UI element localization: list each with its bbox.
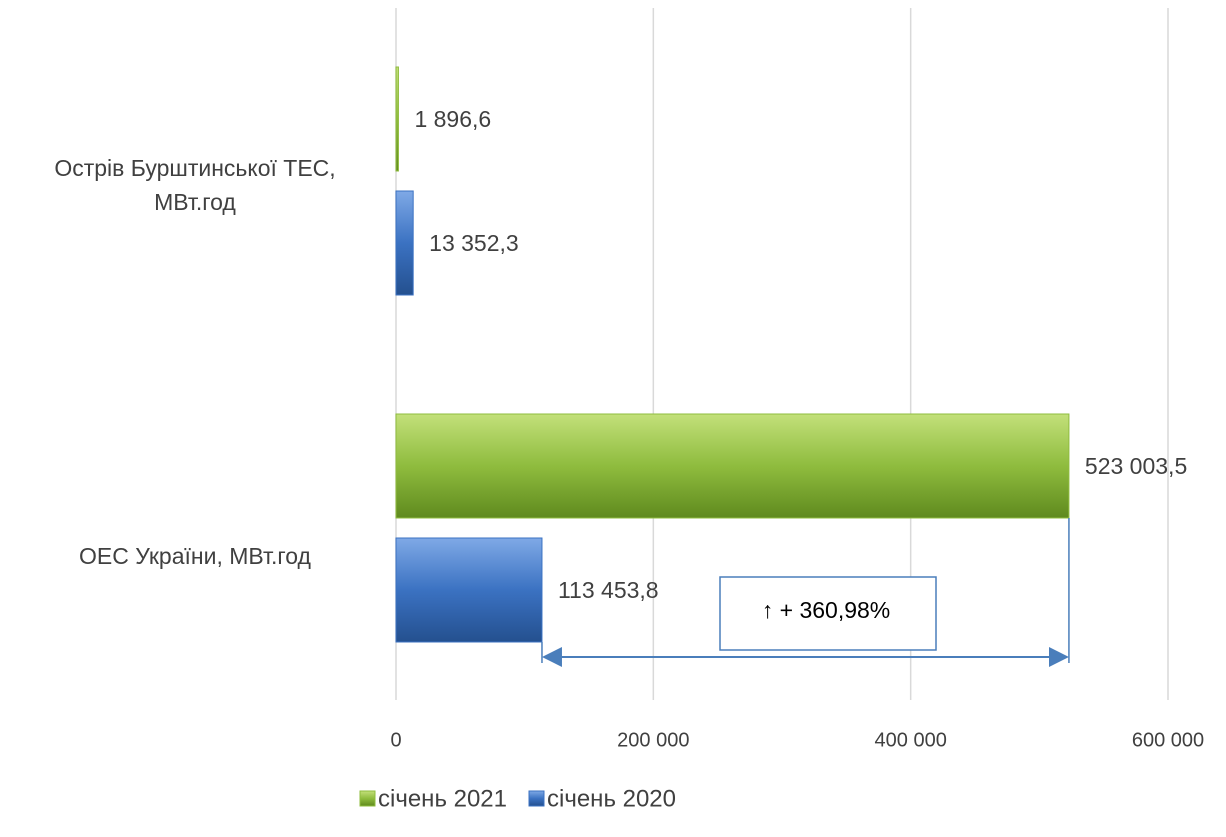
x-tick-label: 0 bbox=[390, 729, 401, 751]
bar bbox=[395, 190, 414, 296]
x-tick-label: 400 000 bbox=[875, 729, 947, 751]
value-label: 13 352,3 bbox=[429, 230, 519, 256]
value-label: 523 003,5 bbox=[1085, 453, 1187, 479]
value-label: 1 896,6 bbox=[414, 106, 491, 132]
legend-swatch bbox=[359, 790, 376, 807]
legend-label: січень 2020 bbox=[547, 785, 676, 812]
bar bbox=[395, 537, 543, 643]
legend-swatch bbox=[528, 790, 545, 807]
value-label: 113 453,8 bbox=[558, 577, 659, 603]
annotation-box bbox=[719, 576, 937, 651]
bar bbox=[395, 413, 1070, 519]
category-label: ОЕС України, МВт.год bbox=[79, 543, 311, 569]
annotation: ↑ + 360,98% bbox=[762, 597, 891, 623]
category-label: Острів Бурштинської ТЕС, МВт.год bbox=[54, 155, 336, 215]
legend-label: січень 2021 bbox=[378, 785, 507, 812]
x-tick-label: 200 000 bbox=[617, 729, 689, 751]
x-tick-label: 600 000 bbox=[1132, 729, 1204, 751]
bar bbox=[395, 66, 399, 172]
